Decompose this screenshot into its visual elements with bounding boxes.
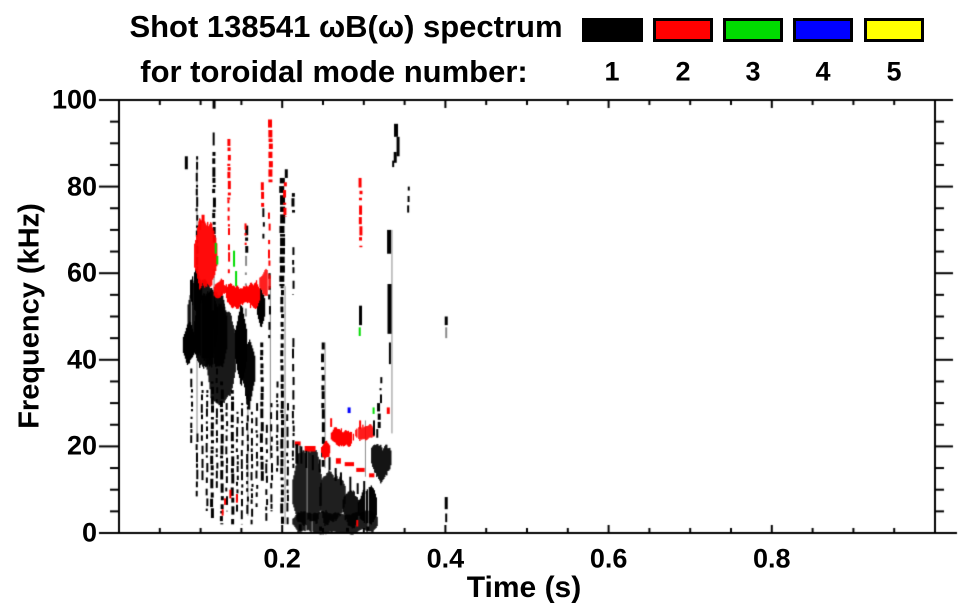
legend-label-mode-5: 5 — [886, 56, 902, 87]
plot-title-line-2: for toroidal mode number: — [140, 54, 528, 89]
y-tick-label: 60 — [66, 257, 97, 288]
x-tick-label: 0.4 — [426, 543, 465, 574]
legend-swatch-mode-4 — [793, 18, 853, 42]
plot-title-line-1: Shot 138541 ωB(ω) spectrum — [129, 9, 563, 44]
legend-label-mode-3: 3 — [745, 56, 761, 87]
y-tick-label: 40 — [66, 344, 97, 375]
y-tick-label: 20 — [66, 430, 97, 461]
legend-label-mode-1: 1 — [604, 56, 620, 87]
y-tick-label: 0 — [81, 517, 97, 548]
y-tick-label: 100 — [51, 84, 97, 115]
x-axis-title: Time (s) — [466, 571, 582, 604]
x-tick-label: 0.2 — [263, 543, 301, 574]
legend-label-mode-4: 4 — [815, 56, 831, 87]
y-axis-title: Frequency (kHz) — [13, 203, 46, 429]
legend-swatch-mode-2 — [653, 18, 713, 42]
legend-label-mode-2: 2 — [675, 56, 691, 87]
legend-swatch-mode-5 — [864, 18, 924, 42]
x-tick-label: 0.8 — [753, 543, 791, 574]
y-tick-label: 80 — [66, 171, 97, 202]
legend-swatch-mode-3 — [723, 18, 783, 42]
x-tick-label: 0.6 — [589, 543, 628, 574]
legend-swatch-mode-1 — [582, 18, 643, 42]
